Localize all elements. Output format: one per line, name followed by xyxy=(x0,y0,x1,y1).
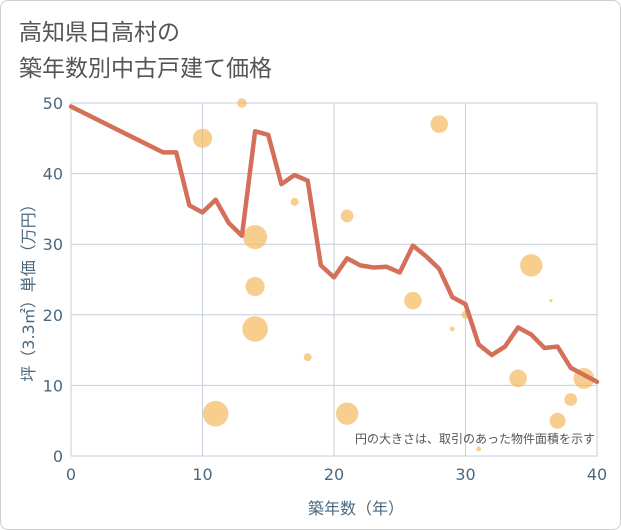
bubble-point xyxy=(202,400,229,427)
bubble-point xyxy=(476,446,482,452)
bubble-point xyxy=(245,276,265,297)
y-tick-label: 50 xyxy=(43,94,63,113)
axes: 0 10 20 30 40 50 0 10 20 30 40 xyxy=(43,94,608,484)
x-tick-label: 10 xyxy=(192,465,212,484)
bubble-point xyxy=(242,316,268,342)
line-series xyxy=(68,104,600,385)
y-tick-label: 20 xyxy=(43,306,63,325)
bubble-point xyxy=(449,326,455,332)
bubble-point xyxy=(340,209,354,223)
bubble-point xyxy=(564,393,578,406)
x-tick-label: 40 xyxy=(587,465,607,484)
bubble-point xyxy=(192,128,213,148)
size-note: 円の大きさは、取引のあった物件面積を示す xyxy=(355,431,595,446)
x-tick-label: 0 xyxy=(66,465,76,484)
x-axis-label: 築年数（年） xyxy=(308,499,404,518)
y-tick-label: 10 xyxy=(43,376,63,395)
x-tick-label: 30 xyxy=(455,465,475,484)
title-line-2: 築年数別中古戸建て価格 xyxy=(19,56,272,82)
y-axis-label: 坪（3.3㎡）単価（万円） xyxy=(19,196,38,381)
bubble-point xyxy=(290,197,299,206)
price-line xyxy=(68,104,600,385)
title-line-1: 高知県日高村の xyxy=(19,20,180,46)
bubble-point xyxy=(509,369,527,388)
bubble-point xyxy=(303,353,312,362)
x-tick-label: 20 xyxy=(324,465,344,484)
y-tick-label: 0 xyxy=(53,447,63,466)
bubble-series xyxy=(192,98,595,452)
bubble-point xyxy=(520,254,543,277)
grid xyxy=(70,102,598,457)
y-tick-label: 40 xyxy=(43,165,63,184)
bubble-point xyxy=(549,412,566,429)
bubble-point xyxy=(335,402,359,425)
bubble-point xyxy=(430,115,449,133)
bubble-point xyxy=(237,98,247,108)
bubble-point xyxy=(549,299,553,303)
y-tick-label: 30 xyxy=(43,235,63,254)
bubble-point xyxy=(243,225,268,250)
chart-title: 高知県日高村の 築年数別中古戸建て価格 xyxy=(19,15,272,87)
bubble-point xyxy=(404,291,422,310)
